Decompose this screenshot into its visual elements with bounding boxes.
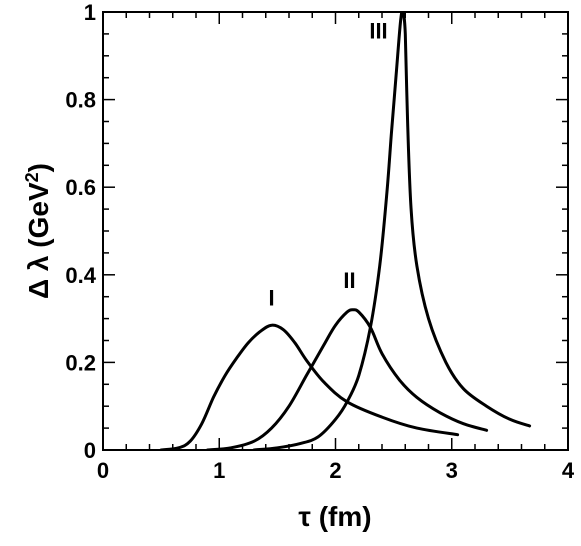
y-axis-title-main: Δ λ (GeV	[23, 182, 54, 299]
curve-label-III: III	[369, 18, 387, 43]
series-line-III	[252, 12, 532, 450]
x-tick-label: 3	[446, 458, 458, 483]
y-axis-title: Δ λ (GeV2)	[22, 163, 54, 299]
axis-tick-labels: 0 1 2 3 4 0 0.2 0.4 0.6 0.8 1	[65, 0, 574, 483]
curves	[159, 12, 532, 450]
x-tick-label: 0	[97, 458, 109, 483]
series-line-II	[206, 308, 489, 450]
x-tick-label: 2	[329, 458, 341, 483]
curve-label-I: I	[269, 285, 275, 310]
axis-ticks	[102, 11, 569, 451]
y-axis-title-sup: 2	[22, 172, 42, 182]
series-line-I	[159, 323, 460, 450]
y-tick-label: 0	[84, 438, 96, 463]
plot-frame	[102, 11, 569, 451]
x-tick-label: 4	[562, 458, 575, 483]
y-tick-label: 0.8	[65, 88, 96, 113]
x-tick-label: 1	[213, 458, 225, 483]
y-tick-label: 0.6	[65, 175, 96, 200]
x-axis-title: τ (fm)	[298, 501, 371, 532]
y-tick-label: 1	[84, 0, 96, 25]
y-axis-title-close: )	[23, 163, 54, 172]
y-tick-label: 0.4	[65, 263, 96, 288]
y-tick-label: 0.2	[65, 350, 96, 375]
curve-label-II: II	[343, 268, 355, 293]
